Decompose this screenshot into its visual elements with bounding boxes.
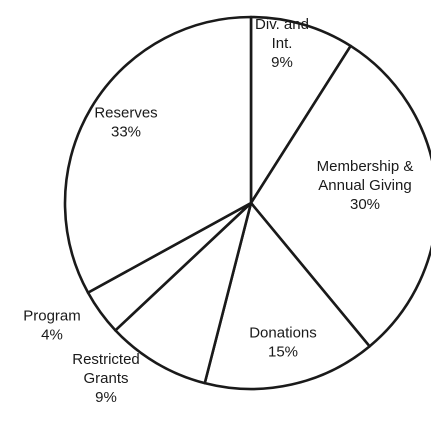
slice-value: 15% xyxy=(268,344,298,361)
slice-name: Membership & xyxy=(317,158,414,175)
slice-name: Annual Giving xyxy=(318,177,411,194)
slice-label-2: Donations 15% xyxy=(249,325,317,361)
slice-name: Reserves xyxy=(94,105,157,122)
slice-name: Div. and xyxy=(255,16,309,33)
slice-value: 33% xyxy=(111,124,141,141)
pie-slice-1 xyxy=(249,44,431,348)
pie-labels: Div. and Int. 9% Membership & Annual Giving 3… xyxy=(23,16,413,406)
slice-value: 30% xyxy=(350,196,380,213)
pie-slice-2 xyxy=(203,201,371,391)
slice-label-1: Membership & Annual Giving 30% xyxy=(317,158,414,213)
pie-slices xyxy=(63,15,431,391)
slice-label-3: Restricted Grants 9% xyxy=(72,351,140,406)
slice-value: 4% xyxy=(41,327,63,344)
pie-slice-0 xyxy=(249,15,352,205)
slice-value: 9% xyxy=(271,54,293,71)
slice-name: Grants xyxy=(83,370,128,387)
slice-name: Donations xyxy=(249,325,317,342)
slice-value: 9% xyxy=(95,389,117,406)
pie-slice-5 xyxy=(63,15,253,294)
slice-name: Program xyxy=(23,308,81,325)
pie-slice-3 xyxy=(114,201,253,385)
slice-name: Restricted xyxy=(72,351,140,368)
slice-label-0: Div. and Int. 9% xyxy=(255,16,309,71)
slice-name: Int. xyxy=(272,35,293,52)
slice-label-4: Program 4% xyxy=(23,308,81,344)
slice-label-5: Reserves 33% xyxy=(94,105,157,141)
